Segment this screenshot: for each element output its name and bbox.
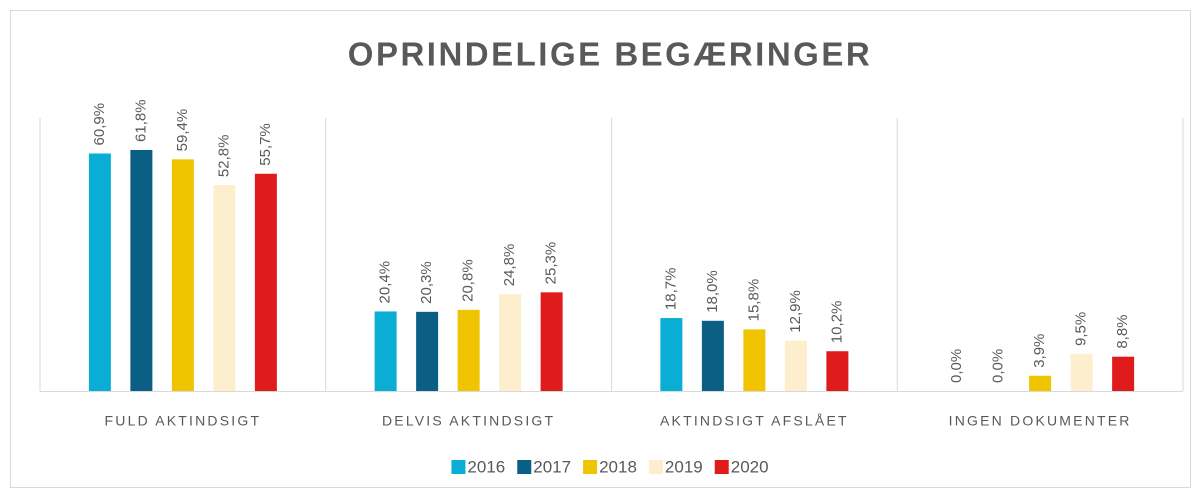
data-label: 0,0% (990, 349, 1007, 383)
data-label: 24,8% (501, 244, 518, 287)
bar (743, 329, 766, 391)
bar (784, 340, 807, 391)
bar (660, 318, 683, 391)
chart-border (10, 10, 1191, 488)
legend-label: 2020 (731, 457, 769, 476)
bar (1112, 356, 1135, 391)
data-label: 55,7% (257, 123, 274, 166)
bar (499, 294, 522, 391)
bar (701, 320, 724, 391)
x-tick-label: FULD AKTINDSIGT (105, 413, 262, 429)
chart-title: OPRINDELIGE BEGÆRINGER (348, 36, 872, 73)
x-tick-label: INGEN DOKUMENTER (949, 413, 1132, 429)
legend-swatch (648, 460, 663, 474)
data-label: 20,3% (418, 261, 435, 304)
bar (213, 185, 236, 391)
bar (457, 309, 480, 391)
bar (826, 351, 849, 391)
bar (1029, 375, 1052, 391)
data-label: 59,4% (174, 109, 191, 152)
bar (1070, 353, 1093, 391)
data-label: 18,7% (662, 268, 679, 311)
data-label: 10,2% (828, 301, 845, 344)
data-label: 20,8% (460, 259, 477, 302)
legend-swatch (714, 460, 729, 474)
legend-swatch (517, 460, 532, 474)
legend-swatch (451, 460, 466, 474)
bar (374, 311, 397, 391)
bar (540, 292, 563, 391)
legend-swatch (583, 460, 598, 474)
legend-label: 2016 (467, 457, 505, 476)
x-tick-label: DELVIS AKTINDSIGT (382, 413, 555, 429)
data-label: 9,5% (1073, 312, 1090, 346)
data-label: 60,9% (91, 103, 108, 146)
data-label: 0,0% (948, 349, 965, 383)
data-label: 8,8% (1114, 314, 1131, 348)
data-label: 61,8% (132, 99, 149, 142)
bar (416, 311, 439, 391)
data-label: 52,8% (215, 135, 232, 178)
bar (254, 173, 277, 391)
data-label: 25,3% (543, 242, 560, 285)
bar (171, 159, 194, 391)
bar (88, 153, 111, 391)
x-tick-label: AKTINDSIGT AFSLÅET (660, 413, 849, 429)
data-label: 3,9% (1031, 334, 1048, 368)
legend-label: 2019 (665, 457, 703, 476)
legend-label: 2018 (599, 457, 637, 476)
data-label: 15,8% (745, 279, 762, 322)
data-label: 20,4% (377, 261, 394, 304)
data-label: 12,9% (787, 290, 804, 333)
data-label: 18,0% (704, 270, 721, 313)
bar (130, 149, 153, 391)
legend-label: 2017 (533, 457, 571, 476)
